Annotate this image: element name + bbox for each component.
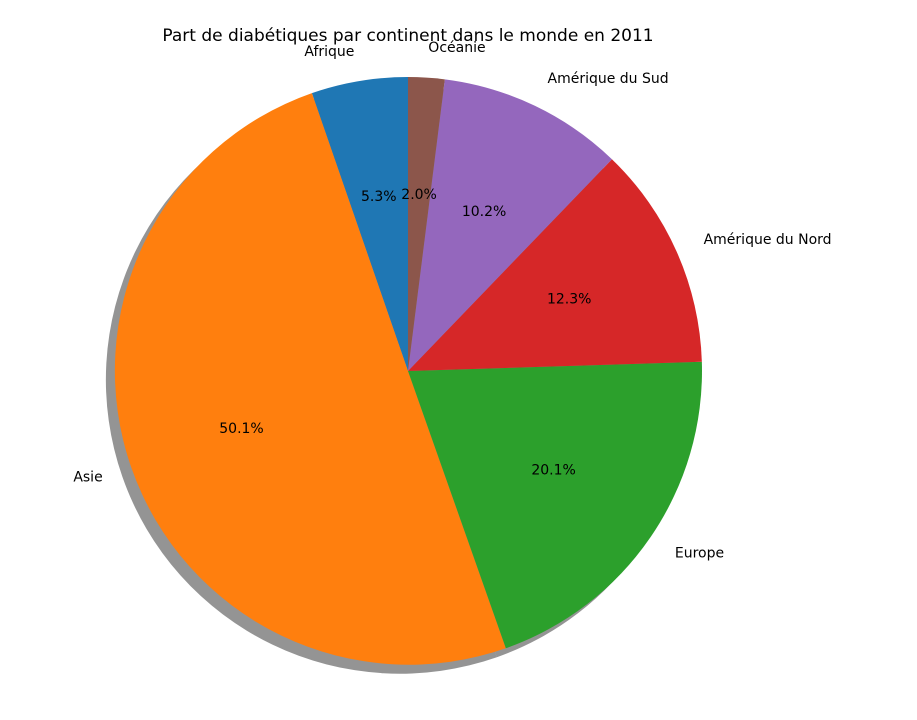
slice-asie (114, 93, 506, 665)
slice-label-amerique-du-sud: Amérique du Sud (548, 71, 669, 87)
slice-value-amerique-du-sud: 10.2% (462, 204, 506, 220)
pie-labels: Afrique 5.3% Asie 50.1% Europe 20.1% Amérique … (73, 40, 831, 561)
slice-label-afrique: Afrique (304, 44, 354, 60)
slice-oceanie (408, 77, 445, 371)
slice-label-oceanie: Océanie (428, 40, 485, 56)
slice-value-oceanie: 2.0% (401, 187, 437, 203)
slice-label-europe: Europe (675, 546, 724, 562)
slice-amerique-du-nord (408, 159, 702, 371)
slice-label-amerique-du-nord: Amérique du Nord (704, 232, 832, 248)
chart-title: Part de diabétiques par continent dans l… (162, 26, 653, 46)
pie-slices (114, 77, 702, 665)
slice-value-amerique-du-nord: 12.3% (547, 291, 591, 307)
slice-value-afrique: 5.3% (361, 189, 397, 205)
slice-amerique-du-sud (408, 79, 612, 371)
slice-value-asie: 50.1% (219, 421, 263, 437)
slice-label-asie: Asie (73, 470, 102, 486)
slice-value-europe: 20.1% (531, 463, 575, 479)
slice-afrique (311, 77, 408, 371)
slice-europe (408, 361, 702, 649)
